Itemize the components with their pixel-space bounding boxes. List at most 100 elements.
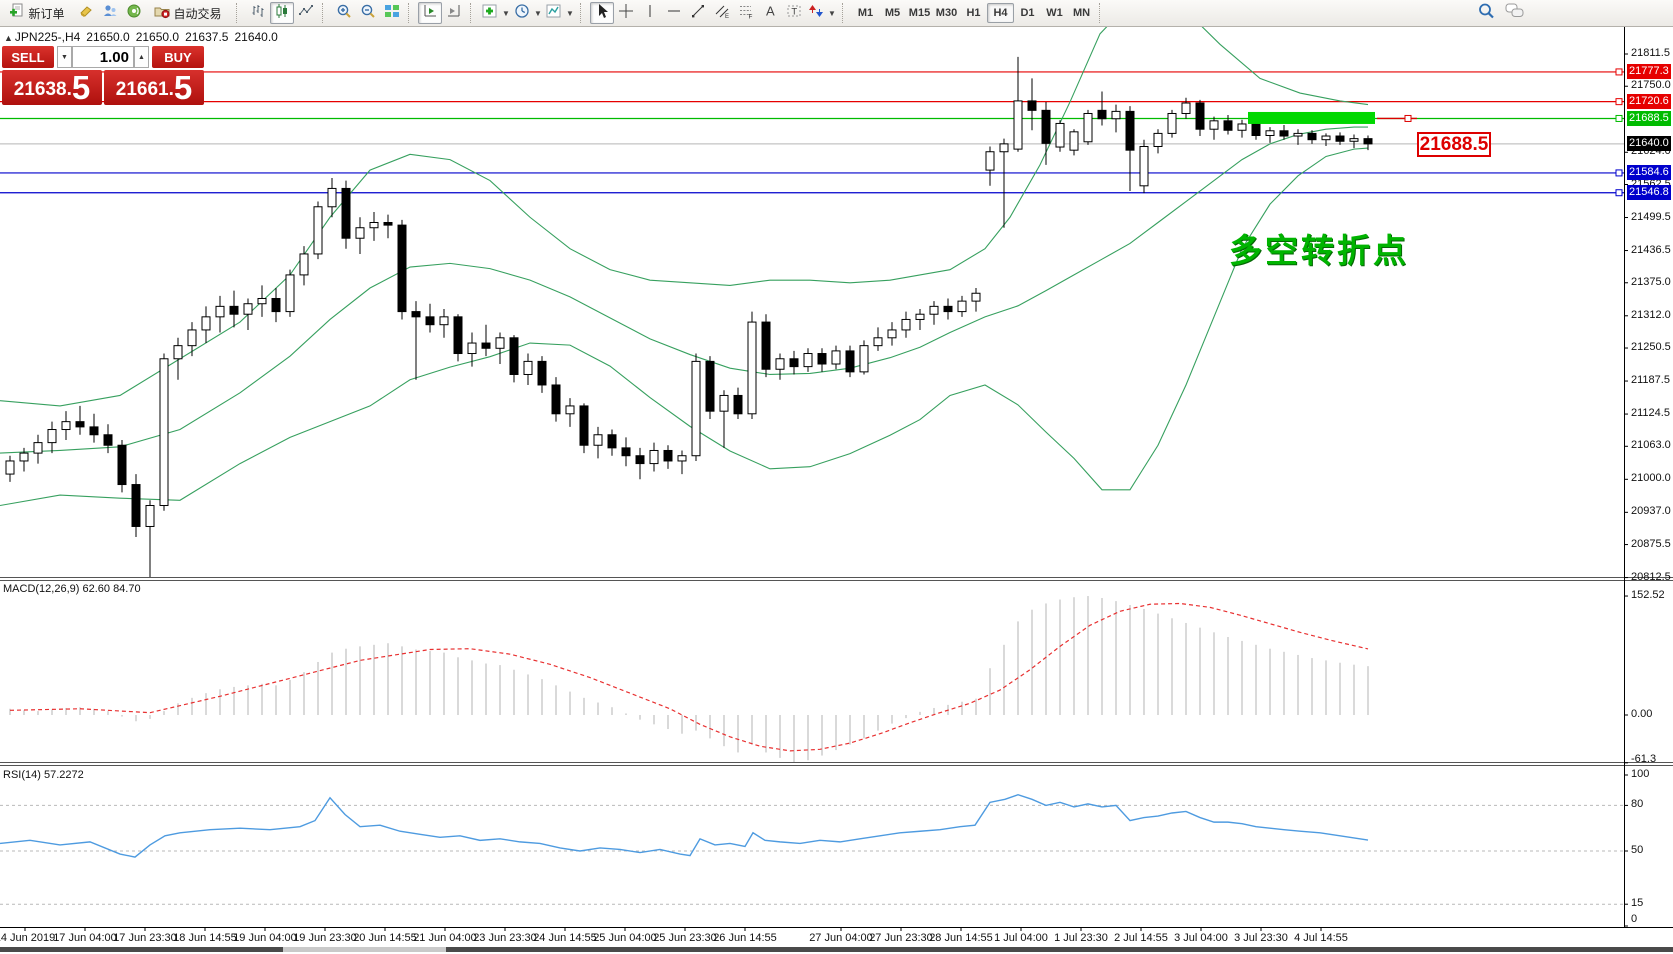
collapse-arrow-icon[interactable]: ▲: [4, 33, 13, 43]
autotrading-label: 自动交易: [173, 6, 222, 21]
volume-input[interactable]: [72, 46, 134, 68]
trendline-icon: [690, 3, 706, 24]
vertical-line-button[interactable]: [638, 2, 662, 24]
low-value: 21637.5: [185, 30, 229, 44]
volume-decrease-button[interactable]: ▼: [57, 46, 72, 68]
new-order-button[interactable]: 新订单: [2, 2, 74, 24]
signal-icon: [126, 3, 142, 24]
bar-chart-icon: [250, 3, 266, 24]
fibonacci-icon: F: [738, 3, 754, 24]
equidistant-channel-button[interactable]: E: [710, 2, 734, 24]
scrollbar-loaded[interactable]: [0, 947, 283, 952]
one-click-trading-panel: SELL ▼ ▲ BUY 21638.5 21661.5: [2, 46, 206, 105]
templates-icon: [546, 3, 562, 24]
zoom-out-icon: [360, 3, 376, 24]
main-pane[interactable]: [0, 27, 1624, 597]
styler-icon: [78, 3, 94, 24]
bar-chart-button[interactable]: [246, 2, 270, 24]
rsi-pane[interactable]: [0, 794, 1624, 905]
autotrading-button[interactable]: 自动交易: [146, 2, 232, 24]
macd-pane[interactable]: [9, 596, 1369, 763]
high-value: 21650.0: [135, 30, 180, 44]
toolbar-separator: [1099, 3, 1106, 23]
indicators-button[interactable]: ▼: [480, 2, 512, 24]
toolbar-separator: [580, 3, 587, 23]
rsi-indicator-label: RSI(14) 57.2272: [3, 769, 84, 781]
cursor-icon: [594, 3, 610, 24]
timeframe-button-m15[interactable]: M15: [908, 7, 931, 19]
highlight-bar[interactable]: [1248, 111, 1375, 124]
buy-price-display[interactable]: 21661. 5: [104, 70, 204, 105]
cursor-button[interactable]: [590, 2, 614, 24]
scrollbar-track[interactable]: [446, 947, 1673, 952]
styler-button[interactable]: [74, 2, 98, 24]
clock-icon: [514, 3, 530, 24]
toolbar-separator: [408, 3, 415, 23]
macd-indicator-label: MACD(12,26,9) 62.60 84.70: [3, 583, 141, 595]
dropdown-arrow-icon: ▼: [502, 8, 510, 18]
fibon acci-button[interactable]: F: [734, 2, 758, 24]
sell-price-display[interactable]: 21638. 5: [2, 70, 102, 105]
zoom-in-button[interactable]: [332, 2, 356, 24]
timeframe-button-m5[interactable]: M5: [884, 7, 901, 19]
zoom-in-icon: [336, 3, 352, 24]
chat-icon[interactable]: [1505, 2, 1525, 25]
timeframe-button-mn[interactable]: MN: [1072, 7, 1091, 19]
macd-signal-line: [9, 602, 1369, 752]
sell-button[interactable]: SELL: [2, 46, 54, 68]
chart-annotation-text[interactable]: 多空转折点: [1229, 232, 1409, 269]
buy-price-main: 21661: [115, 79, 169, 100]
timeframe-button-m30[interactable]: M30: [935, 7, 958, 19]
close-value: 21640.0: [234, 30, 278, 44]
auto-scroll-icon: [422, 3, 438, 24]
chart-canvas[interactable]: [0, 27, 1673, 954]
profile-icon: [102, 3, 118, 24]
equidistant-channel-icon: E: [714, 3, 730, 24]
dropdown-arrow-icon: ▼: [566, 8, 574, 18]
symbol-period-label: JPN225-,H4: [14, 30, 81, 44]
horizontal-line-button[interactable]: [662, 2, 686, 24]
candlestick-chart-button[interactable]: [270, 2, 294, 24]
text-label-button[interactable]: T: [782, 2, 806, 24]
arrows-button[interactable]: ▼: [806, 2, 838, 24]
timeframe-button-h4[interactable]: H4: [987, 3, 1014, 23]
candles-layer: [5, 56, 1373, 577]
text-button[interactable]: A: [758, 2, 782, 24]
line-chart-button[interactable]: [294, 2, 318, 24]
tile-windows-icon: [384, 3, 400, 24]
indicators-icon: [482, 3, 498, 24]
dropdown-arrow-icon: ▼: [534, 8, 542, 18]
text-icon: A: [762, 3, 778, 24]
volume-increase-button[interactable]: ▲: [134, 46, 149, 68]
trendline-button[interactable]: [686, 2, 710, 24]
line-chart-icon: [298, 3, 314, 24]
arrows-icon: [808, 3, 824, 24]
timeframe-button-m1[interactable]: M1: [857, 7, 874, 19]
new-order-icon: [9, 3, 25, 24]
profile-button[interactable]: [98, 2, 122, 24]
signal-button[interactable]: [122, 2, 146, 24]
svg-text:E: E: [725, 14, 729, 19]
chart-shift-button[interactable]: [442, 2, 466, 24]
timeframe-button-h1[interactable]: H1: [966, 7, 981, 19]
timeframe-button-w1[interactable]: W1: [1046, 7, 1063, 19]
templates-button[interactable]: ▼: [544, 2, 576, 24]
price-callout-label[interactable]: 21688.5: [1417, 132, 1491, 157]
tile-windows-button[interactable]: [380, 2, 404, 24]
timeframe-group: M1 M5 M15 M30 H1 H4 D1 W1 MN: [852, 3, 1095, 23]
timeframe-button-d1[interactable]: D1: [1020, 7, 1035, 19]
crosshair-button[interactable]: [614, 2, 638, 24]
toolbar-separator: [842, 3, 849, 23]
new-order-label: 新订单: [28, 6, 65, 21]
zoom-out-button[interactable]: [356, 2, 380, 24]
auto-scroll-button[interactable]: [418, 2, 442, 24]
periods-button[interactable]: ▼: [512, 2, 544, 24]
toolbar-separator: [236, 3, 243, 23]
search-icon[interactable]: [1477, 2, 1495, 25]
buy-button[interactable]: BUY: [152, 46, 204, 68]
buy-price-big-digit: 5: [173, 69, 193, 106]
bollinger-lower-band: [0, 147, 1369, 507]
scrollbar-thumb[interactable]: [283, 947, 446, 952]
chart-window[interactable]: 21811.5 21750.0 21624.0 21562.5 21499.5 21436…: [0, 27, 1673, 954]
